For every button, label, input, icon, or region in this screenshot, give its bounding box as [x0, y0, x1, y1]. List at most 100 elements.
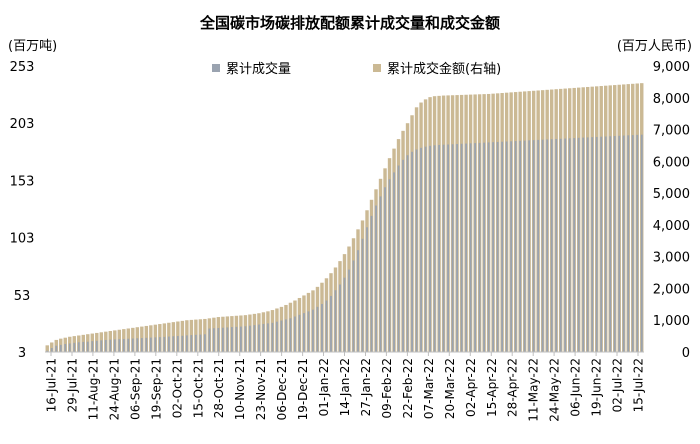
volume-bar	[429, 145, 431, 352]
volume-bar	[415, 149, 418, 352]
volume-bar	[64, 343, 67, 352]
volume-bar	[559, 138, 562, 352]
volume-bar	[122, 338, 125, 352]
volume-bar	[591, 137, 594, 352]
left-tick-label: 3	[18, 346, 26, 361]
volume-bar	[370, 215, 373, 352]
volume-bar	[190, 335, 193, 352]
left-tick-label: 103	[10, 232, 35, 247]
amount-bar	[45, 345, 49, 352]
right-axis-ticks: 0 1,000 2,000 3,000 4,000 5,000 6,000 7,000 8,00…	[653, 60, 690, 361]
volume-bar	[249, 325, 251, 352]
volume-bar	[55, 345, 58, 352]
volume-bar	[167, 336, 170, 352]
volume-bar	[86, 341, 89, 352]
x-tick-label: 02-Jul-22	[611, 358, 625, 412]
x-axis-ticks: 16-Jul-21 29-Jul-21 11-Aug-21 24-Aug-21 06-S…	[45, 352, 646, 422]
volume-bar	[528, 140, 531, 352]
x-tick-label: 06-Sep-21	[128, 358, 142, 420]
legend-label-amount: 累计成交金额(右轴)	[387, 61, 501, 77]
volume-bar	[226, 327, 229, 352]
volume-bar	[258, 324, 260, 352]
volume-bar	[100, 340, 103, 352]
volume-bar	[131, 338, 134, 352]
volume-bar	[474, 143, 477, 352]
x-tick-label: 27-Jan-22	[359, 358, 373, 416]
volume-bar	[145, 337, 148, 352]
x-tick-label: 06-Dec-21	[275, 358, 289, 420]
volume-bar	[636, 134, 639, 352]
legend-swatch-amount	[373, 64, 381, 72]
volume-bar	[280, 320, 283, 352]
volume-bar	[478, 142, 481, 352]
x-tick-label: 20-Mar-22	[443, 358, 457, 419]
volume-bar	[388, 179, 391, 352]
volume-bar	[397, 165, 400, 352]
volume-bar	[312, 309, 314, 352]
volume-bar	[194, 334, 197, 352]
volume-bar	[465, 143, 467, 352]
volume-bar	[118, 339, 121, 352]
legend-label-volume: 累计成交量	[226, 61, 291, 77]
volume-bar	[303, 313, 305, 352]
x-tick-label: 29-Jul-21	[66, 358, 80, 412]
volume-bar	[586, 137, 589, 352]
volume-bar	[217, 327, 220, 352]
volume-bar	[91, 341, 94, 352]
left-tick-label: 253	[10, 60, 35, 75]
volume-bar	[361, 238, 364, 352]
volume-bar	[505, 141, 508, 352]
volume-bar	[82, 341, 85, 352]
volume-bar	[424, 146, 427, 352]
left-tick-label: 53	[14, 289, 31, 304]
x-tick-label: 24-Aug-21	[107, 358, 121, 420]
volume-bar	[325, 300, 328, 352]
volume-bar	[604, 136, 607, 352]
volume-bar	[285, 319, 287, 352]
volume-bar	[631, 135, 634, 352]
volume-bar	[510, 141, 513, 352]
volume-bar	[555, 138, 558, 352]
volume-bar	[438, 144, 440, 352]
volume-bar	[298, 314, 301, 352]
volume-bar	[501, 141, 504, 352]
volume-bar	[627, 135, 630, 352]
volume-bar	[158, 337, 161, 352]
volume-bar	[451, 144, 454, 352]
volume-bar	[469, 143, 472, 352]
volume-bar	[50, 348, 53, 352]
volume-bar	[203, 334, 206, 352]
left-axis-unit: (百万吨)	[8, 39, 57, 54]
volume-bar	[321, 303, 323, 352]
right-axis-unit: (百万人民币)	[617, 39, 692, 54]
volume-bar	[573, 138, 576, 352]
volume-bar	[375, 205, 377, 352]
volume-bar	[181, 335, 184, 352]
right-tick-label: 0	[682, 346, 690, 361]
volume-bar	[541, 139, 544, 352]
x-tick-label: 02-Apr-22	[464, 358, 478, 417]
x-tick-label: 14-Jan-22	[338, 358, 352, 416]
volume-bar	[366, 227, 368, 352]
volume-bar	[402, 159, 404, 352]
volume-bar	[519, 140, 522, 352]
amount-bar	[50, 342, 54, 352]
volume-bar	[420, 147, 422, 352]
volume-bar	[447, 144, 449, 352]
volume-bar	[140, 338, 143, 352]
volume-bar	[523, 140, 526, 352]
x-tick-label: 10-Nov-21	[233, 358, 247, 420]
volume-bar	[176, 335, 179, 352]
volume-bar	[235, 326, 238, 352]
volume-bar	[483, 142, 486, 352]
volume-bar	[352, 260, 355, 352]
volume-bar	[127, 338, 130, 352]
volume-bar	[492, 142, 495, 352]
volume-bar	[600, 136, 603, 352]
x-tick-label: 28-Apr-22	[506, 358, 520, 417]
volume-bar	[568, 138, 571, 352]
volume-bar	[244, 326, 247, 352]
x-tick-label: 23-Nov-21	[254, 358, 268, 420]
volume-bar	[577, 137, 580, 352]
volume-bar	[199, 334, 202, 352]
